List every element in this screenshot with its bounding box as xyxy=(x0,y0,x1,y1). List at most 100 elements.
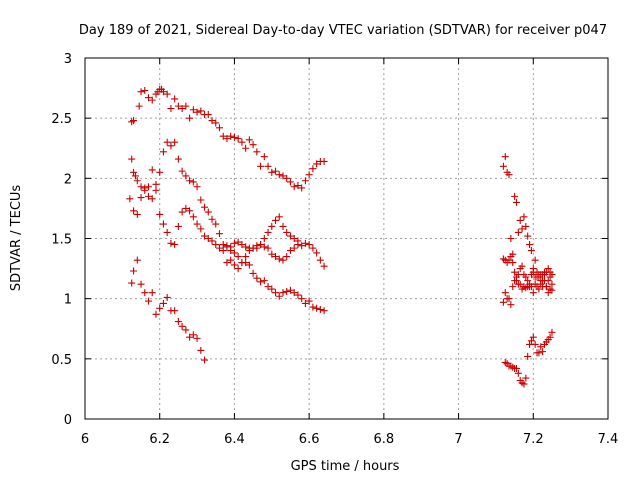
data-point xyxy=(182,204,190,212)
data-point xyxy=(234,238,242,246)
data-point xyxy=(145,297,153,305)
data-point xyxy=(272,289,280,297)
data-point xyxy=(171,95,179,103)
data-point xyxy=(137,183,145,191)
data-point xyxy=(219,132,227,140)
data-point xyxy=(182,326,190,334)
data-point xyxy=(313,304,321,312)
data-point xyxy=(512,273,520,281)
data-point xyxy=(526,241,534,249)
data-point xyxy=(201,203,209,211)
data-point xyxy=(234,265,242,273)
data-point xyxy=(499,162,507,170)
data-point xyxy=(189,331,197,339)
data-point xyxy=(159,299,167,307)
plot-frame xyxy=(84,57,609,420)
data-point xyxy=(130,168,138,176)
data-point xyxy=(193,220,201,228)
data-point xyxy=(516,280,524,288)
data-point xyxy=(309,303,317,311)
data-point xyxy=(167,142,175,150)
data-point xyxy=(193,183,201,191)
data-point xyxy=(309,165,317,173)
axes: 6 6.2 6.4 6.6 6.8 7 7.2 7.4 0 0.5 1 1.5 2 2.5 3 xyxy=(51,52,618,447)
data-point xyxy=(283,253,291,261)
series-track-i xyxy=(501,328,556,388)
series-track-f xyxy=(499,153,556,288)
data-point xyxy=(141,289,149,297)
series-track-c xyxy=(126,180,328,270)
data-point xyxy=(511,192,519,200)
data-point xyxy=(320,307,328,315)
data-point xyxy=(264,283,272,291)
data-point xyxy=(238,138,246,146)
data-point xyxy=(186,177,194,185)
data-point xyxy=(163,138,171,146)
data-point xyxy=(313,249,321,257)
data-point xyxy=(514,228,522,236)
data-point xyxy=(230,261,238,269)
data-point xyxy=(301,177,309,185)
data-point xyxy=(223,259,231,267)
data-point xyxy=(234,253,242,261)
data-point xyxy=(212,119,220,127)
data-point xyxy=(518,225,526,233)
data-point xyxy=(156,210,164,218)
data-point xyxy=(512,364,520,372)
data-point xyxy=(212,241,220,249)
data-point xyxy=(509,259,517,267)
data-point xyxy=(215,244,223,252)
data-point xyxy=(152,186,160,194)
data-point xyxy=(548,286,556,294)
data-point xyxy=(230,133,238,141)
data-point xyxy=(279,222,287,230)
data-point xyxy=(294,182,302,190)
data-point xyxy=(290,183,298,191)
data-point xyxy=(249,244,257,252)
data-point xyxy=(238,259,246,267)
data-point xyxy=(522,374,530,382)
data-point xyxy=(529,333,537,341)
x-tick-label: 6.4 xyxy=(224,432,245,447)
x-axis-label: GPS time / hours xyxy=(291,459,400,474)
data-point xyxy=(529,268,537,276)
y-tick-label: 1 xyxy=(64,293,72,308)
data-point xyxy=(509,283,517,291)
data-point xyxy=(548,280,556,288)
data-point xyxy=(507,301,515,309)
data-point xyxy=(141,86,149,94)
x-tick-label: 7.4 xyxy=(598,432,619,447)
data-point xyxy=(197,346,205,354)
data-point xyxy=(249,141,257,149)
data-point xyxy=(539,348,547,356)
data-point xyxy=(193,334,201,342)
x-tick-label: 7 xyxy=(454,432,462,447)
data-point xyxy=(507,253,515,261)
data-point xyxy=(279,256,287,264)
data-point xyxy=(137,194,145,202)
data-point xyxy=(245,247,253,255)
data-point xyxy=(544,265,552,273)
data-point xyxy=(313,160,321,168)
data-point xyxy=(518,262,526,270)
data-point xyxy=(309,244,317,252)
series-track-e xyxy=(223,213,302,273)
data-point xyxy=(186,114,194,122)
y-tick-label: 0.5 xyxy=(51,353,72,368)
data-point xyxy=(260,153,268,161)
data-point xyxy=(227,256,235,264)
data-point xyxy=(522,222,530,230)
data-point xyxy=(130,267,138,275)
data-point xyxy=(522,284,530,292)
data-point xyxy=(286,232,294,240)
data-point xyxy=(182,172,190,180)
data-point xyxy=(141,186,149,194)
series-track-a xyxy=(128,85,328,192)
data-point xyxy=(152,180,160,188)
data-points xyxy=(126,85,556,388)
data-point xyxy=(189,213,197,221)
data-point xyxy=(264,162,272,170)
data-point xyxy=(316,256,324,264)
data-point xyxy=(531,256,539,264)
data-point xyxy=(316,305,324,313)
